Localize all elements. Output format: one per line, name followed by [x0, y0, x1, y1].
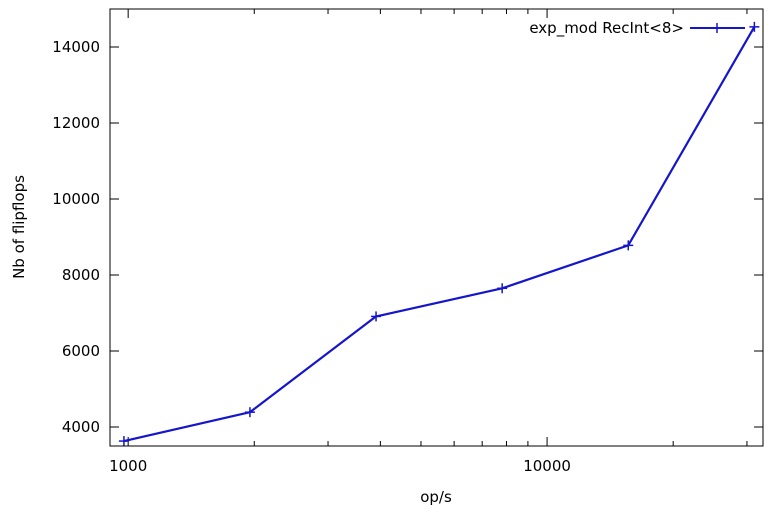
y-tick-label: 6000	[62, 342, 100, 360]
data-point	[749, 21, 760, 32]
y-tick-labels: 4000 6000 8000 10000 12000 14000	[52, 38, 100, 436]
x-axis-label: op/s	[420, 488, 452, 506]
data-point	[371, 311, 382, 322]
x-tick-label: 10000	[523, 457, 571, 475]
y-axis-label: Nb of flipflops	[10, 175, 28, 279]
legend: exp_mod RecInt<8>	[529, 19, 745, 38]
data-point	[118, 436, 129, 447]
x-tick-label: 1000	[109, 457, 147, 475]
x-tick-labels: 1000 10000	[109, 457, 571, 475]
data-point	[497, 283, 508, 294]
y-tick-label: 12000	[52, 114, 100, 132]
y-tick-label: 14000	[52, 38, 100, 56]
series-line	[123, 26, 756, 443]
series-layer	[118, 21, 760, 447]
plot-frame	[109, 8, 764, 447]
y-tick-label: 8000	[62, 266, 100, 284]
data-point	[244, 407, 255, 418]
axis-ticks	[110, 9, 763, 446]
y-tick-label: 4000	[62, 418, 100, 436]
legend-marker	[712, 23, 722, 33]
data-point	[623, 240, 634, 251]
legend-point-marker	[712, 23, 722, 33]
y-tick-label: 10000	[52, 190, 100, 208]
legend-label: exp_mod RecInt<8>	[529, 19, 684, 38]
